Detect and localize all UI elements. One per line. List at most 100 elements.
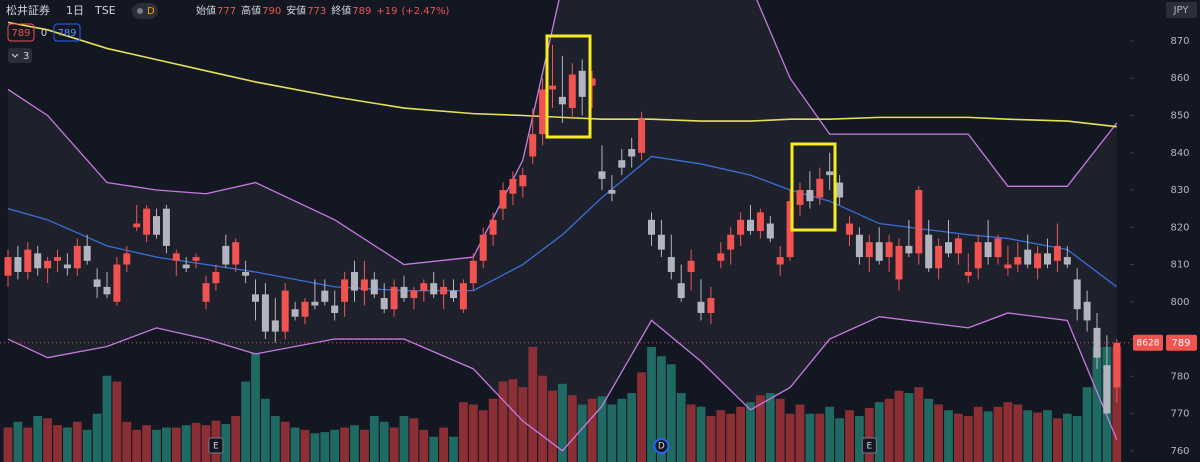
volume-bar	[874, 402, 884, 462]
volume-bar	[647, 347, 656, 462]
tag-bg	[1133, 334, 1163, 351]
volume-bar	[152, 429, 161, 462]
candle-body	[4, 257, 12, 276]
candle-body	[905, 245, 913, 254]
candle-body	[836, 182, 844, 198]
volume-bar	[261, 398, 270, 462]
ohlc-value: 790	[262, 6, 281, 17]
candle-body	[450, 290, 457, 299]
volume-bar	[845, 410, 854, 462]
candle-body	[133, 223, 141, 228]
dot	[137, 8, 143, 14]
volume-bar	[53, 425, 62, 462]
candle-body	[1113, 342, 1121, 388]
ohlc-value: 789	[352, 6, 371, 17]
candle-body	[271, 320, 279, 332]
y-tick-label: 860	[1170, 73, 1189, 84]
y-tick-label: 870	[1170, 36, 1189, 47]
candle-body	[519, 175, 527, 187]
volume-bar	[696, 406, 706, 462]
candle-body	[242, 271, 250, 276]
candle-body	[945, 242, 952, 254]
volume-bar	[23, 427, 33, 462]
volume-bar	[1013, 404, 1023, 462]
volume-bar	[419, 429, 429, 462]
candle-body	[291, 309, 299, 317]
candle-body	[341, 279, 349, 302]
candle-body	[865, 242, 873, 258]
volume-bar	[894, 390, 904, 462]
volume-bar	[666, 364, 676, 462]
volume-bar	[1112, 347, 1122, 462]
candle-body	[192, 257, 200, 261]
volume-bar	[627, 393, 637, 462]
candle-body	[1053, 245, 1061, 261]
volume-bar	[993, 406, 1003, 462]
volume-bar	[478, 410, 488, 462]
volume-bar	[676, 393, 686, 462]
volume-bar	[201, 425, 211, 462]
volume-bar	[954, 413, 963, 462]
volume-bar	[1053, 418, 1062, 462]
volume-bar	[607, 404, 617, 462]
symbol: 松井証券	[6, 3, 50, 17]
currency-box[interactable]	[1166, 2, 1197, 18]
volume-bar	[241, 381, 250, 462]
volume-bar	[577, 404, 587, 462]
volume-bar	[1043, 410, 1052, 462]
y-tick-label: 800	[1170, 297, 1189, 308]
candle-body	[430, 283, 438, 295]
volume-bar	[459, 402, 468, 462]
annotation-box	[790, 142, 837, 232]
volume-bar	[132, 429, 142, 462]
volume-bar	[498, 381, 508, 462]
volume-bar	[102, 375, 112, 462]
volume-bar	[340, 427, 349, 462]
volume-bar	[884, 398, 894, 462]
candle-body	[648, 219, 655, 235]
candle-body	[707, 298, 715, 313]
plot-area: E D E	[0, 0, 1130, 462]
volume-bar	[191, 422, 201, 462]
volume-bar	[686, 404, 696, 462]
candle-body	[984, 242, 992, 258]
change: +19	[376, 6, 397, 17]
candle-body	[786, 201, 794, 258]
volume-bar	[142, 425, 151, 462]
volume-bar	[162, 427, 171, 462]
candle-body	[846, 223, 853, 235]
candle-body	[568, 74, 576, 109]
y-tick-label: 810	[1170, 260, 1189, 271]
candle-body	[103, 286, 111, 295]
candle-body	[588, 78, 596, 86]
candle-body	[499, 190, 507, 209]
price-tag: 789	[1171, 338, 1190, 349]
volume-bar	[63, 427, 72, 462]
indicator-toggle[interactable]	[8, 48, 32, 63]
spread: 0	[41, 28, 47, 39]
candle-body	[311, 301, 319, 306]
candle-body	[370, 279, 378, 295]
y-tick-label: 830	[1170, 185, 1189, 196]
y-tick-label: 850	[1170, 111, 1189, 122]
event-marker	[653, 438, 670, 454]
volume-bar	[468, 404, 478, 462]
volume-bar	[963, 416, 973, 462]
volume-bar	[597, 396, 607, 462]
candle-body	[1103, 365, 1111, 414]
candle-body	[549, 85, 556, 90]
volume-bar	[815, 413, 825, 462]
candle-body	[628, 149, 636, 157]
candle-body	[885, 242, 893, 258]
volume-bar	[1033, 412, 1042, 462]
volume-bar	[280, 421, 290, 462]
candle-body	[895, 245, 903, 280]
volume-bar	[300, 429, 310, 462]
candle-body	[964, 271, 972, 276]
candle-body	[1044, 253, 1051, 265]
candle-body	[509, 178, 517, 194]
candle-body	[83, 245, 91, 261]
volume-bar	[122, 421, 132, 462]
candle-body	[113, 264, 121, 302]
y-tick-label: 820	[1170, 222, 1189, 233]
